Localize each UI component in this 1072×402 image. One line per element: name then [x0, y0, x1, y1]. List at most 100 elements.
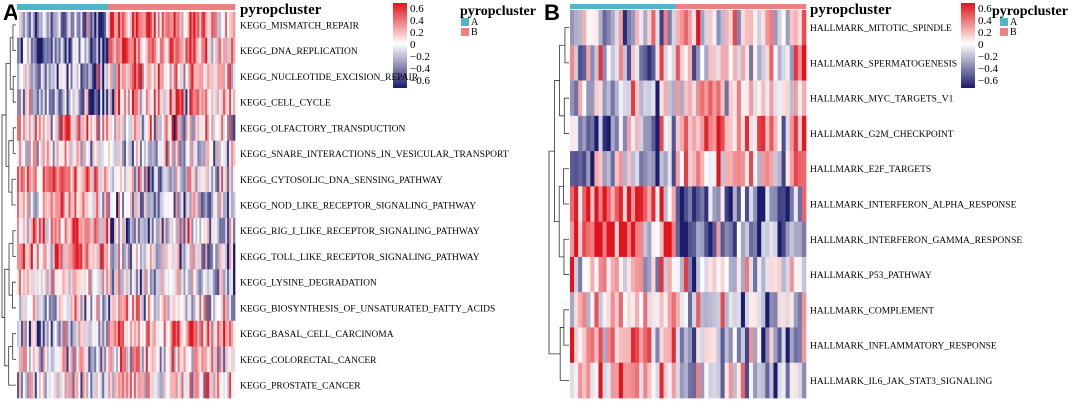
panel-a-annotation-cell-b [163, 4, 166, 10]
panel-a-heatmap-cell [52, 295, 56, 322]
panel-a-heatmap-cell [82, 37, 85, 64]
panel-a-heatmap-cell [209, 89, 212, 116]
panel-b-heatmap-cell [708, 45, 713, 81]
panel-a-heatmap-cell [92, 63, 95, 90]
panel-a-heatmap-cell [20, 346, 24, 373]
panel-a-heatmap-cell [92, 12, 95, 39]
panel-a-heatmap-cell [177, 217, 180, 244]
panel-a-heatmap-cell [219, 346, 222, 373]
panel-a-heatmap-cell [58, 269, 61, 296]
panel-a-heatmap-cell [219, 89, 222, 116]
panel-a-heatmap-cell [127, 372, 131, 399]
panel-b-heatmap-cell [602, 256, 607, 293]
panel-a-heatmap-cell [137, 372, 141, 399]
panel-a-heatmap-cell [211, 140, 214, 167]
panel-a-heatmap-cell [50, 192, 54, 219]
panel-a-heatmap-cell [36, 346, 40, 373]
panel-a-heatmap-cell [131, 63, 135, 90]
panel-b-annotation-cell-a [647, 4, 652, 9]
panel-a-heatmap-cell [32, 320, 36, 347]
panel-b-heatmap-cell [692, 115, 697, 152]
panel-b-heatmap-cell [655, 10, 660, 46]
panel-a-heatmap-cell [66, 320, 69, 347]
panel-b-heatmap-cell [683, 327, 689, 364]
panel-a-dendrogram-branch [12, 24, 16, 51]
panel-a-row-label: KEGG_MISMATCH_REPAIR [240, 21, 360, 31]
panel-a-heatmap-cell [64, 269, 67, 296]
panel-a-heatmap-cell [114, 114, 117, 142]
panel-b-heatmap-cell [574, 115, 579, 152]
panel-a-heatmap-cell [76, 140, 79, 167]
panel-a-heatmap-cell [197, 217, 200, 244]
panel-a-heatmap-cell [199, 269, 202, 296]
panel-a-heatmap-cell [40, 269, 44, 296]
panel-a-heatmap-cell [24, 12, 28, 39]
panel-a-heatmap-cell [76, 89, 79, 116]
panel-b-heatmap-cell [757, 221, 762, 258]
panel-a-legend-label-b: B [471, 27, 478, 38]
panel-a-heatmap-cell [44, 37, 48, 64]
panel-a-heatmap-cell [225, 372, 228, 399]
panel-a-heatmap-cell [175, 140, 178, 167]
panel-a-heatmap-cell [227, 217, 230, 244]
panel-a-heatmap-cell [18, 12, 22, 39]
panel-b-heatmap-cell [773, 186, 778, 222]
panel-a-heatmap-cell [52, 269, 56, 296]
panel-a-heatmap-cell [141, 140, 145, 167]
panel-b-heatmap-cell [736, 221, 742, 258]
panel-b-heatmap-cell [667, 186, 673, 222]
panel-a-heatmap-cell [108, 192, 111, 219]
panel-b-heatmap-cell [777, 221, 782, 258]
panel-a-heatmap-cell [68, 320, 71, 347]
panel-b-heatmap-cell [769, 221, 774, 258]
panel-a-heatmap-cell [114, 166, 117, 193]
panel-b-heatmap-cell [671, 327, 677, 364]
panel-a-heatmap-cell [86, 295, 89, 322]
panel-b-heatmap-cell [789, 115, 795, 152]
panel-a-heatmap-cell [58, 217, 61, 244]
panel-b-heatmap-cell [789, 186, 795, 222]
panel-b-heatmap-cell [643, 256, 648, 293]
panel-b-annotation-cell-b [688, 4, 693, 9]
panel-a-heatmap-cell [120, 192, 123, 219]
panel-a-heatmap-cell [68, 140, 71, 167]
panel-a-heatmap-cell [135, 295, 139, 322]
panel-a-heatmap-cell [78, 63, 81, 90]
panel-b-heatmap-cell [769, 45, 774, 81]
panel-b-heatmap-cell [679, 10, 685, 46]
panel-a-heatmap-cell [171, 372, 174, 399]
panel-a-heatmap-cell [90, 140, 93, 167]
panel-a-heatmap-cell [173, 63, 176, 90]
panel-a-heatmap-cell [56, 217, 59, 244]
panel-a-annotation-cell-a [54, 4, 57, 10]
panel-a-annotation-cell-b [219, 4, 222, 10]
panel-a-heatmap-cell [124, 269, 127, 296]
panel-a-heatmap-cell [173, 114, 176, 142]
panel-a-heatmap-cell [163, 166, 166, 193]
panel-b-heatmap-cell [683, 292, 689, 328]
panel-a-heatmap-cell [155, 140, 159, 167]
panel-b-heatmap-cell [606, 256, 612, 293]
panel-b-heatmap-cell [594, 45, 599, 81]
panel-a-heatmap-cell [54, 166, 57, 193]
panel-b-heatmap-cell [720, 186, 725, 222]
panel-a-heatmap-cell [20, 243, 24, 270]
panel-a-heatmap-cell [86, 166, 89, 193]
panel-b-heatmap-cell [736, 45, 742, 81]
panel-a-annotation-cell-a [48, 4, 51, 10]
panel-a-heatmap-cell [34, 37, 38, 64]
panel-b-heatmap-cell [728, 292, 734, 328]
panel-a-heatmap-cell [177, 346, 180, 373]
panel-a-heatmap-cell [20, 37, 24, 64]
panel-a-heatmap-cell [108, 320, 111, 347]
panel-b-heatmap-cell [793, 292, 799, 328]
panel-a-heatmap-cell [171, 217, 174, 244]
panel-a-heatmap-cell [163, 192, 166, 219]
panel-a-heatmap-cell [215, 89, 218, 116]
panel-b-heatmap-cell [671, 80, 677, 117]
panel-a-heatmap-cell [127, 269, 131, 296]
panel-b-heatmap-cell [606, 186, 612, 222]
panel-a-heatmap-cell [20, 320, 24, 347]
panel-a-heatmap-cell [225, 89, 228, 116]
panel-a-heatmap-cell [187, 346, 190, 373]
